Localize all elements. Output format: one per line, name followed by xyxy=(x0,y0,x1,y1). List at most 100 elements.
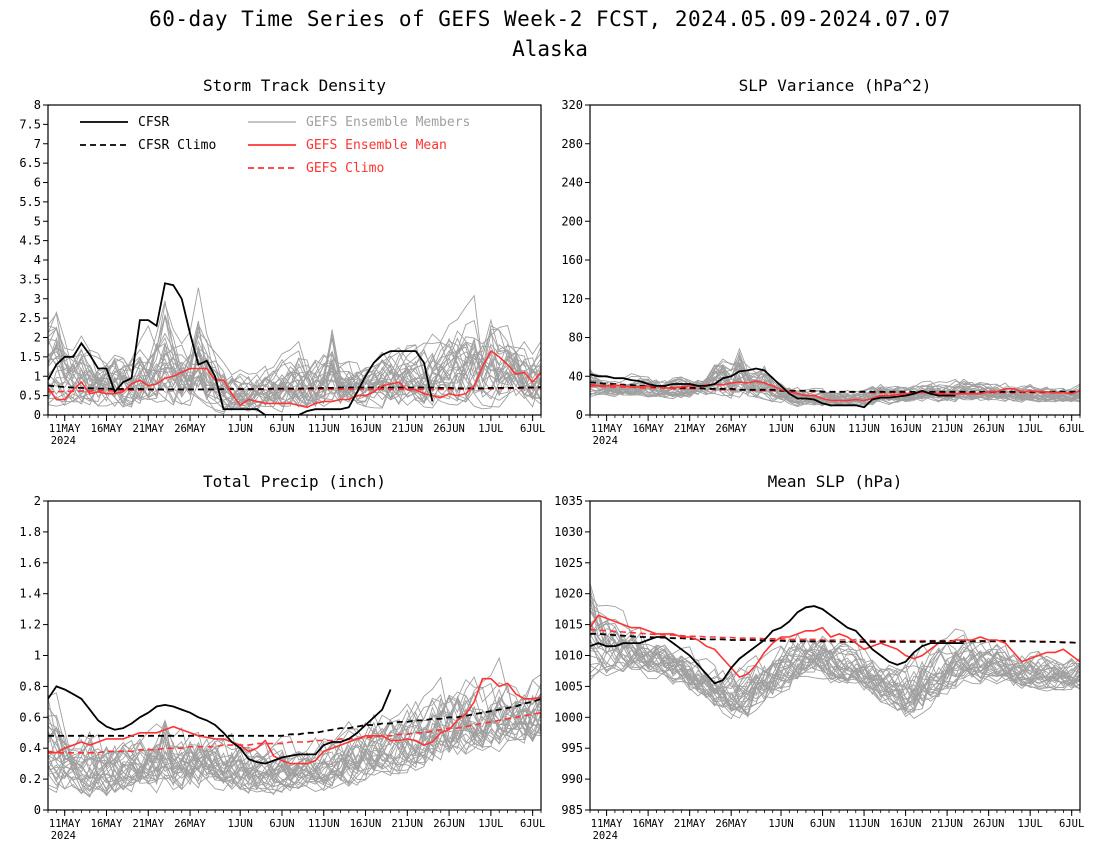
panel-4-title: Mean SLP (hPa) xyxy=(768,472,903,491)
panel-3-title: Total Precip (inch) xyxy=(203,472,386,491)
panel-4-year-label: 2024 xyxy=(593,830,618,842)
panel-1-series-cfsr-climo xyxy=(48,384,541,391)
panel-4-ytick-label: 1005 xyxy=(554,679,583,693)
panel-3-ytick-label: 1.2 xyxy=(19,618,41,632)
panel-2-year-label: 2024 xyxy=(593,435,618,447)
panel-2-ytick-label: 40 xyxy=(569,369,583,383)
panel-3-plot-area xyxy=(48,656,541,798)
panel-1-xtick-label: 11JUN xyxy=(308,423,340,435)
panel-4-xtick-label: 6JUN xyxy=(810,818,835,830)
panel-1-ytick-label: 7 xyxy=(34,137,41,151)
panel-1-series-gefs-climo xyxy=(48,387,541,393)
panel-1-ytick-label: 6 xyxy=(34,176,41,190)
panel-2-frame xyxy=(589,104,1081,416)
panel-4-xtick-label: 11MAY xyxy=(591,818,623,830)
ensemble-member-line xyxy=(48,683,541,792)
panel-2-xtick-label: 26MAY xyxy=(715,423,747,435)
panel-1: Storm Track Density 0 0.5 1 1.5 2 2.5 3 3.5 4 4.5 5… xyxy=(19,76,545,447)
panel-1-xtick-label: 6JUN xyxy=(269,423,294,435)
panel-1-xtick-label: 16JUN xyxy=(350,423,382,435)
ensemble-member-line xyxy=(590,634,1080,702)
panel-3-xtick-label: 6JUL xyxy=(520,818,545,830)
legend-label-cfsr: CFSR xyxy=(138,115,169,130)
panel-4-ytick-label: 985 xyxy=(561,803,583,817)
panel-4-xtick-label: 26JUN xyxy=(973,818,1005,830)
ensemble-member-line xyxy=(48,675,541,796)
panel-4-ytick-label: 995 xyxy=(561,741,583,755)
panel-1-title: Storm Track Density xyxy=(203,76,386,95)
panel-1-ytick-label: 0.5 xyxy=(19,389,41,403)
ensemble-member-line xyxy=(48,331,541,407)
panel-2-xtick-label: 6JUL xyxy=(1059,423,1084,435)
panel-4-xtick-label: 1JUL xyxy=(1018,818,1043,830)
panel-1-ytick-label: 2 xyxy=(34,331,41,345)
panel-3-ytick-label: 0.4 xyxy=(19,741,41,755)
panel-3-xtick-label: 1JUN xyxy=(228,818,253,830)
panel-3-ytick-label: 1.4 xyxy=(19,587,41,601)
panel-2-xtick-label: 16MAY xyxy=(632,423,664,435)
panel-1-xtick-label: 21MAY xyxy=(132,423,164,435)
ensemble-member-line xyxy=(590,374,1080,405)
panel-1-xtick-label: 26JUN xyxy=(433,423,465,435)
panel-2-xtick-label: 1JUL xyxy=(1018,423,1043,435)
panel-3-series-gefs-ensemble-mean xyxy=(48,677,541,765)
panel-1-ytick-label: 7.5 xyxy=(19,117,41,131)
panel-4-xtick-label: 26MAY xyxy=(715,818,747,830)
panel-1-ytick-label: 4 xyxy=(34,253,41,267)
ensemble-member-line xyxy=(48,311,541,406)
panel-3-ytick-label: 0.8 xyxy=(19,679,41,693)
panel-2-xtick-label: 26JUN xyxy=(973,423,1005,435)
ensemble-member-line xyxy=(48,329,541,412)
panel-1-series-gefs-ensemble-mean xyxy=(48,349,541,409)
panel-2-title: SLP Variance (hPa^2) xyxy=(739,76,932,95)
panel-3-ytick-label: 0.6 xyxy=(19,710,41,724)
panel-1-xtick-label: 6JUL xyxy=(520,423,545,435)
panel-3: Total Precip (inch) 0 0.2 0.4 0.6 0.8 1 1.2 1.4 1… xyxy=(19,472,545,842)
panel-3-xtick-label: 26MAY xyxy=(174,818,206,830)
legend-label-gefs-climo: GEFS Climo xyxy=(306,161,384,176)
panel-1-ytick-label: 2.5 xyxy=(19,311,41,325)
panel-3-xtick-label: 21MAY xyxy=(132,818,164,830)
panel-4-plot-area xyxy=(590,583,1080,720)
panel-3-series-gefs-climo xyxy=(48,711,541,754)
panel-1-plot-area xyxy=(48,282,541,415)
panel-2-ensemble-members xyxy=(590,347,1080,407)
panel-1-xtick-label: 11MAY xyxy=(49,423,81,435)
panel-1-xtick-label: 1JUL xyxy=(478,423,503,435)
panel-3-ytick-label: 0.2 xyxy=(19,772,41,786)
panel-2-xtick-label: 11JUN xyxy=(848,423,880,435)
panel-4-series-cfsr xyxy=(590,605,964,685)
figure-subtitle: Alaska xyxy=(512,37,588,61)
panel-4-ytick-label: 1020 xyxy=(554,587,583,601)
panel-4-series-gefs-ensemble-mean xyxy=(590,614,1080,679)
panel-1-xtick-label: 21JUN xyxy=(392,423,424,435)
ensemble-member-line xyxy=(48,342,541,407)
panel-1-ytick-label: 1.5 xyxy=(19,350,41,364)
panel-1-xtick-label: 1JUN xyxy=(228,423,253,435)
ensemble-member-line xyxy=(48,700,541,790)
panel-2-ytick-label: 160 xyxy=(561,253,583,267)
ensemble-member-line xyxy=(590,607,1080,712)
panel-2-series-cfsr xyxy=(590,367,956,409)
panel-4-ensemble-members xyxy=(590,583,1080,720)
ensemble-member-line xyxy=(48,330,541,406)
panel-2-ytick-label: 200 xyxy=(561,214,583,228)
panel-2-ytick-label: 280 xyxy=(561,137,583,151)
ensemble-member-line xyxy=(48,679,541,793)
panel-2-xtick-label: 21MAY xyxy=(674,423,706,435)
panel-1-ytick-label: 4.5 xyxy=(19,234,41,248)
legend-label-members: GEFS Ensemble Members xyxy=(306,115,470,130)
panel-3-ytick-label: 1 xyxy=(34,649,41,663)
ensemble-member-line xyxy=(48,323,541,407)
panel-2-series-gefs-ensemble-mean xyxy=(590,380,1080,402)
panel-4-ytick-label: 1035 xyxy=(554,494,583,508)
legend: CFSR CFSR Climo GEFS Ensemble Members GEFS … xyxy=(80,115,470,176)
ensemble-member-line xyxy=(590,640,1080,701)
panel-2-xtick-label: 6JUN xyxy=(810,423,835,435)
panel-1-ytick-label: 3.5 xyxy=(19,272,41,286)
panel-4-ytick-label: 1000 xyxy=(554,710,583,724)
panel-4-xtick-label: 6JUL xyxy=(1059,818,1084,830)
panel-3-ensemble-members xyxy=(48,656,541,798)
panel-2-plot-area xyxy=(590,347,1080,409)
panel-4-xtick-label: 21JUN xyxy=(931,818,963,830)
